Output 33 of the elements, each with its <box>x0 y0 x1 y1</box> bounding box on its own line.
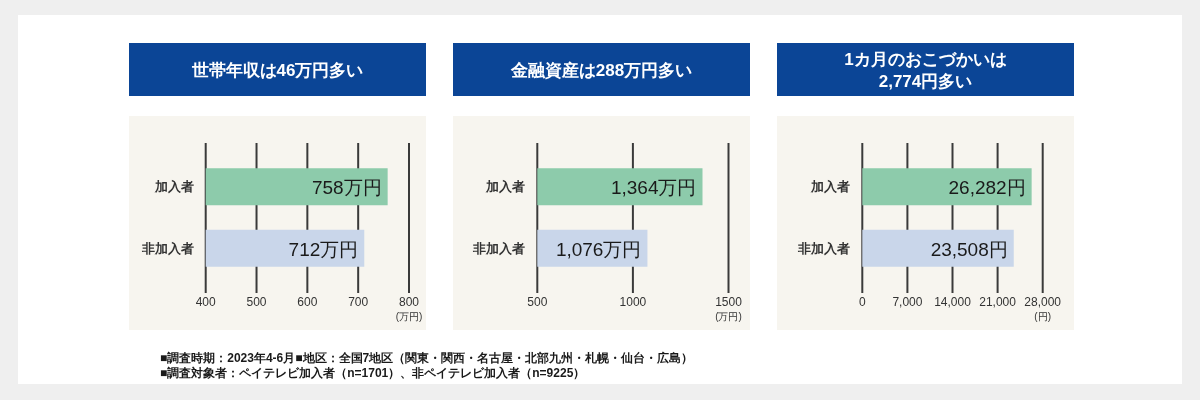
x-axis-title: (万円) <box>715 310 742 322</box>
chart-title: 金融資産は288万円多い <box>509 60 693 80</box>
x-tick-label: 400 <box>195 295 217 309</box>
x-tick-label: 800 <box>398 295 420 309</box>
x-tick-label: 0 <box>858 295 866 309</box>
x-axis-title: (万円) <box>395 310 423 322</box>
x-tick-label: 1500 <box>715 295 743 309</box>
data-label: 1,076万円 <box>555 238 642 260</box>
x-tick-label: 28,000 <box>1024 295 1062 309</box>
x-axis-title: (円) <box>1034 310 1052 322</box>
data-label: 23,508円 <box>930 238 1008 260</box>
x-tick-label: 500 <box>246 295 267 309</box>
chart-title: 世帯年収は46万円多い <box>190 60 364 80</box>
y-tick-label: 非加入者 <box>797 240 851 256</box>
y-tick-label: 非加入者 <box>472 240 526 256</box>
chart-title: 1カ月のおこづかいは 2,774円多い <box>844 49 1007 91</box>
y-tick-label: 加入者 <box>810 179 851 195</box>
data-label: 26,282円 <box>948 177 1026 199</box>
y-tick-label: 加入者 <box>153 179 194 195</box>
text: ■調査時期：2023年4-6月■地区：全国7地区（関東・関西・名古屋・北部九州・札幌・仙台・広島） <box>160 351 694 365</box>
x-tick-label: 700 <box>348 295 369 309</box>
data-label: 1,364万円 <box>610 177 697 199</box>
y-tick-label: 加入者 <box>485 179 526 195</box>
x-tick-label: 14,000 <box>934 295 972 309</box>
data-label: 712万円 <box>288 238 359 260</box>
x-tick-label: 21,000 <box>979 295 1017 309</box>
data-label: 758万円 <box>311 177 382 199</box>
text: ■調査対象者：ペイテレビ加入者（n=1701）、非ペイテレビ加入者（n=9225） <box>160 366 586 380</box>
x-tick-label: 600 <box>297 295 318 309</box>
x-tick-label: 1000 <box>619 295 647 309</box>
y-tick-label: 非加入者 <box>140 240 194 256</box>
x-tick-label: 7,000 <box>892 295 923 309</box>
x-tick-label: 500 <box>527 295 548 309</box>
